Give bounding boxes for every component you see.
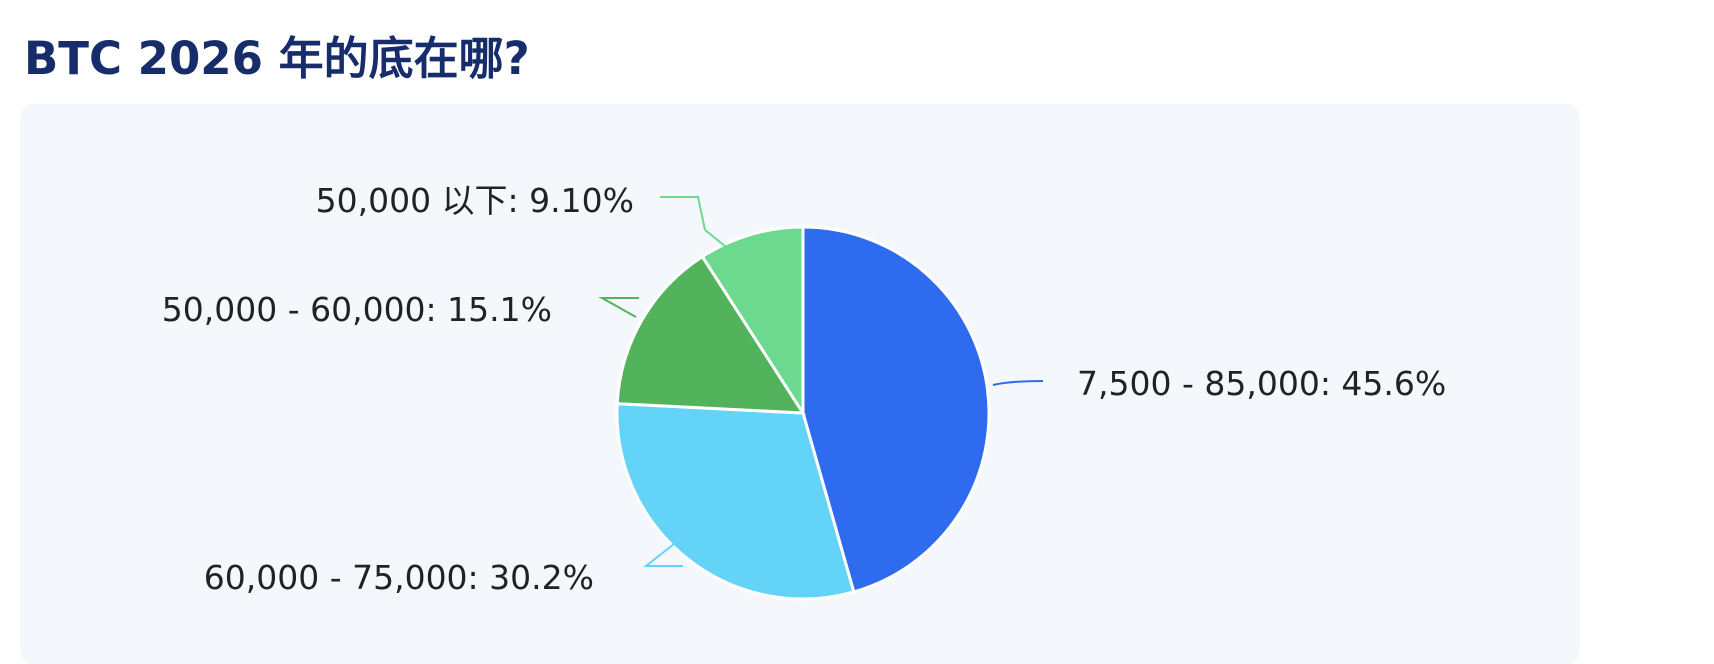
slice-label-3: 50,000 以下: 9.10%: [316, 181, 634, 220]
pie-slice-2: [615, 254, 806, 415]
pie-slice-3: [700, 225, 805, 419]
chart-title: BTC 2026 年的底在哪?: [24, 32, 530, 85]
pie-slice-0: [801, 225, 991, 594]
slice-label-1: 60,000 - 75,000: 30.2%: [204, 558, 594, 597]
leader-line-3: [660, 196, 736, 255]
slice-label-2: 50,000 - 60,000: 15.1%: [162, 290, 552, 329]
pie-chart: 7,500 - 85,000: 45.6% 60,000 - 75,000: 3…: [162, 181, 1446, 601]
pie-slice-1: [615, 402, 856, 601]
leader-line-0: [992, 380, 1044, 386]
leader-line-2: [598, 296, 640, 318]
leader-line-1: [643, 543, 684, 568]
slice-label-0: 7,500 - 85,000: 45.6%: [1077, 364, 1446, 403]
